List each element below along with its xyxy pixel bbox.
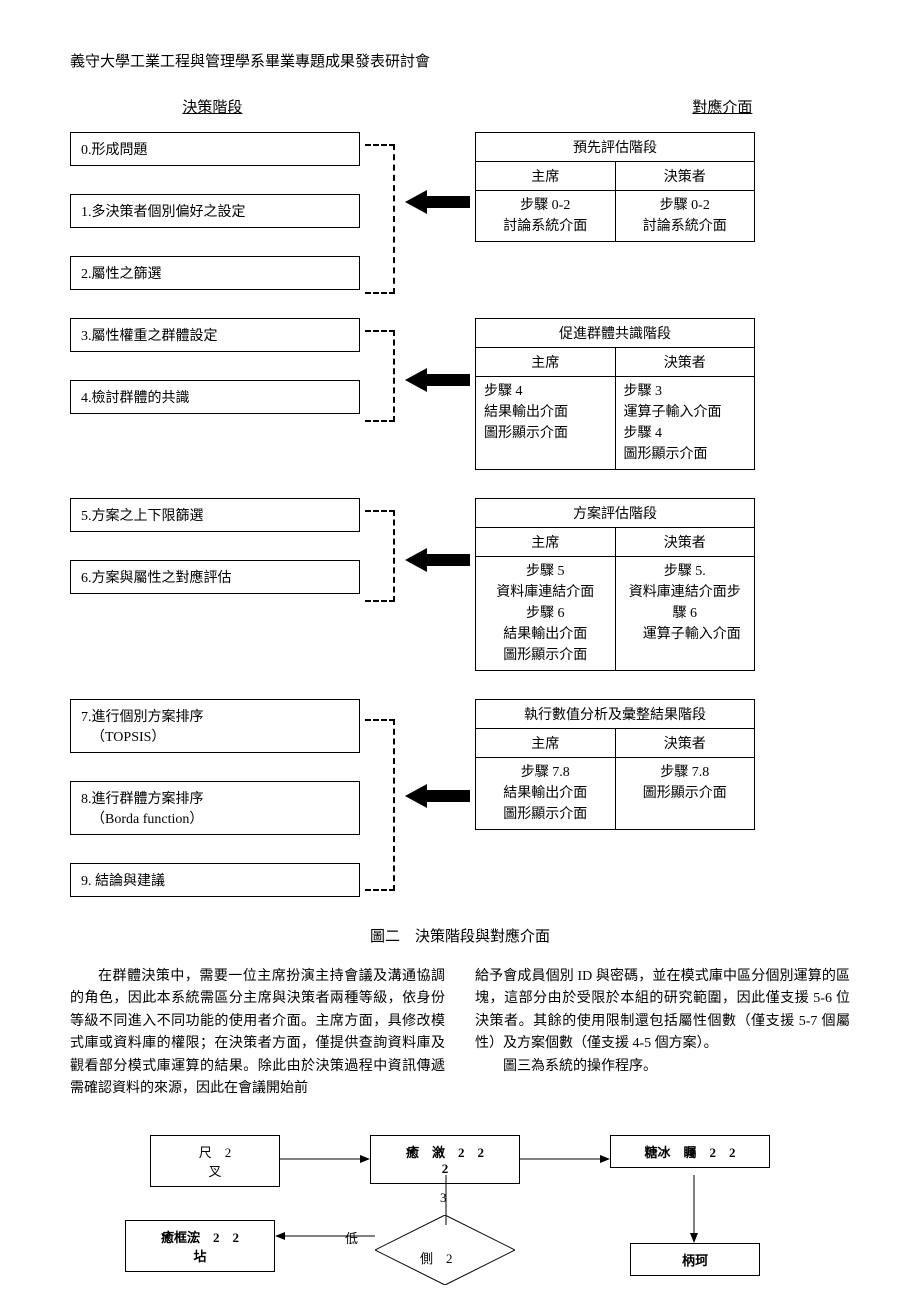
step-box: 9. 結論與建議 — [70, 863, 360, 897]
dashed-bracket — [365, 510, 395, 602]
body-paragraph: 在群體決策中，需要一位主席扮演主持會議及溝通協調的角色，因此本系統需區分主席與決… — [70, 966, 445, 1100]
left-column-title: 決策階段 — [70, 96, 355, 117]
body-text: 在群體決策中，需要一位主席扮演主持會議及溝通協調的角色，因此本系統需區分主席與決… — [70, 966, 850, 1100]
phase-cell: 步驟 7.8結果輸出介面圖形顯示介面 — [476, 758, 616, 830]
phase-table: 預先評估階段主席決策者步驟 0-2討論系統介面步驟 0-2討論系統介面 — [475, 132, 755, 242]
diagram-section: 5.方案之上下限篩選 6.方案與屬性之對應評估 方案評估階段主席決策者步驟 5資料庫… — [70, 498, 850, 671]
role-header: 主席 — [476, 162, 616, 191]
phase-title: 方案評估階段 — [476, 499, 755, 528]
dashed-bracket — [365, 719, 395, 891]
step-box: 7.進行個別方案排序（TOPSIS） — [70, 699, 360, 753]
flow-box: 尺 2叉 — [150, 1135, 280, 1187]
step-box: 6.方案與屬性之對應評估 — [70, 560, 360, 594]
right-column-title: 對應介面 — [595, 96, 850, 117]
phase-cell: 步驟 0-2討論系統介面 — [615, 191, 755, 242]
role-header: 主席 — [476, 528, 616, 557]
flow-box: 柄珂 — [630, 1243, 760, 1276]
diamond-icon — [375, 1215, 515, 1285]
diagram-section: 7.進行個別方案排序（TOPSIS） 8.進行群體方案排序（Borda funct… — [70, 699, 850, 897]
left-step-column: 5.方案之上下限篩選 6.方案與屬性之對應評估 — [70, 498, 360, 594]
body-paragraph: 圖三為系統的操作程序。 — [475, 1056, 850, 1078]
phase-cell: 步驟 0-2討論系統介面 — [476, 191, 616, 242]
flow-arrow-icon — [520, 1153, 610, 1165]
flow-arrow-icon — [280, 1153, 370, 1165]
role-header: 主席 — [476, 729, 616, 758]
diagram-sections: 0.形成問題1.多決策者個別偏好之設定2.屬性之篩選預先評估階段主席決策者步驟 … — [70, 132, 850, 897]
role-header: 決策者 — [615, 162, 755, 191]
step-box: 1.多決策者個別偏好之設定 — [70, 194, 360, 228]
step-box: 2.屬性之篩選 — [70, 256, 360, 290]
dashed-bracket — [365, 144, 395, 294]
role-header: 主席 — [476, 348, 616, 377]
page-header: 義守大學工業工程與管理學系畢業專題成果發表研討會 — [70, 50, 850, 71]
phase-cell: 步驟 3運算子輸入介面步驟 4圖形顯示介面 — [615, 377, 755, 470]
phase-cell: 步驟 5資料庫連結介面步驟 6結果輸出介面圖形顯示介面 — [476, 557, 616, 671]
flow-box: 糖冰 矚 2 2 — [610, 1135, 770, 1168]
diagram-section: 3.屬性權重之群體設定 4.檢討群體的共識 促進群體共識階段主席決策者步驟 4結果輸… — [70, 318, 850, 470]
role-header: 決策者 — [615, 348, 755, 377]
phase-cell: 步驟 5.資料庫連結介面步驟 6 運算子輸入介面 — [615, 557, 755, 671]
step-box: 4.檢討群體的共識 — [70, 380, 360, 414]
phase-title: 預先評估階段 — [476, 133, 755, 162]
left-step-column: 3.屬性權重之群體設定 4.檢討群體的共識 — [70, 318, 360, 414]
left-arrow-icon — [405, 190, 470, 214]
phase-title: 執行數值分析及彙整結果階段 — [476, 700, 755, 729]
left-arrow-icon — [405, 784, 470, 808]
phase-table: 方案評估階段主席決策者步驟 5資料庫連結介面步驟 6結果輸出介面圖形顯示介面步驟… — [475, 498, 755, 671]
role-header: 決策者 — [615, 729, 755, 758]
phase-cell: 步驟 4結果輸出介面圖形顯示介面 — [476, 377, 616, 470]
left-arrow-icon — [405, 368, 470, 392]
body-col-right: 給予會成員個別 ID 與密碼，並在模式庫中區分個別運算的區塊，這部分由於受限於本… — [475, 966, 850, 1100]
left-step-column: 7.進行個別方案排序（TOPSIS） 8.進行群體方案排序（Borda funct… — [70, 699, 360, 897]
left-step-column: 0.形成問題 1.多決策者個別偏好之設定 2.屬性之篩選 — [70, 132, 360, 290]
flow-arrow-icon — [688, 1175, 700, 1243]
flow-arrow-icon — [275, 1230, 375, 1242]
left-arrow-icon — [405, 548, 470, 572]
column-headers: 決策階段 對應介面 — [70, 96, 850, 117]
flow-box: 癒框浤 2 2坫 — [125, 1220, 275, 1272]
diagram-section: 0.形成問題 1.多決策者個別偏好之設定 2.屬性之篩選 預先評估階段主席決策者步驟 … — [70, 132, 850, 290]
figure-caption: 圖二 決策階段與對應介面 — [70, 925, 850, 946]
dashed-bracket — [365, 330, 395, 422]
phase-table: 執行數值分析及彙整結果階段主席決策者步驟 7.8結果輸出介面圖形顯示介面步驟 7… — [475, 699, 755, 830]
phase-title: 促進群體共識階段 — [476, 319, 755, 348]
step-box: 5.方案之上下限篩選 — [70, 498, 360, 532]
step-box: 3.屬性權重之群體設定 — [70, 318, 360, 352]
step-box: 8.進行群體方案排序（Borda function） — [70, 781, 360, 835]
phase-table: 促進群體共識階段主席決策者步驟 4結果輸出介面圖形顯示介面步驟 3運算子輸入介面… — [475, 318, 755, 470]
step-box: 0.形成問題 — [70, 132, 360, 166]
role-header: 決策者 — [615, 528, 755, 557]
phase-cell: 步驟 7.8圖形顯示介面 — [615, 758, 755, 830]
body-paragraph: 給予會成員個別 ID 與密碼，並在模式庫中區分個別運算的區塊，這部分由於受限於本… — [475, 966, 850, 1056]
bottom-flowchart: 尺 2叉 癒 漵 2 22 糖冰 矚 2 2 癒框浤 2 2坫 柄珂 3 低 側… — [70, 1135, 850, 1275]
body-col-left: 在群體決策中，需要一位主席扮演主持會議及溝通協調的角色，因此本系統需區分主席與決… — [70, 966, 445, 1100]
